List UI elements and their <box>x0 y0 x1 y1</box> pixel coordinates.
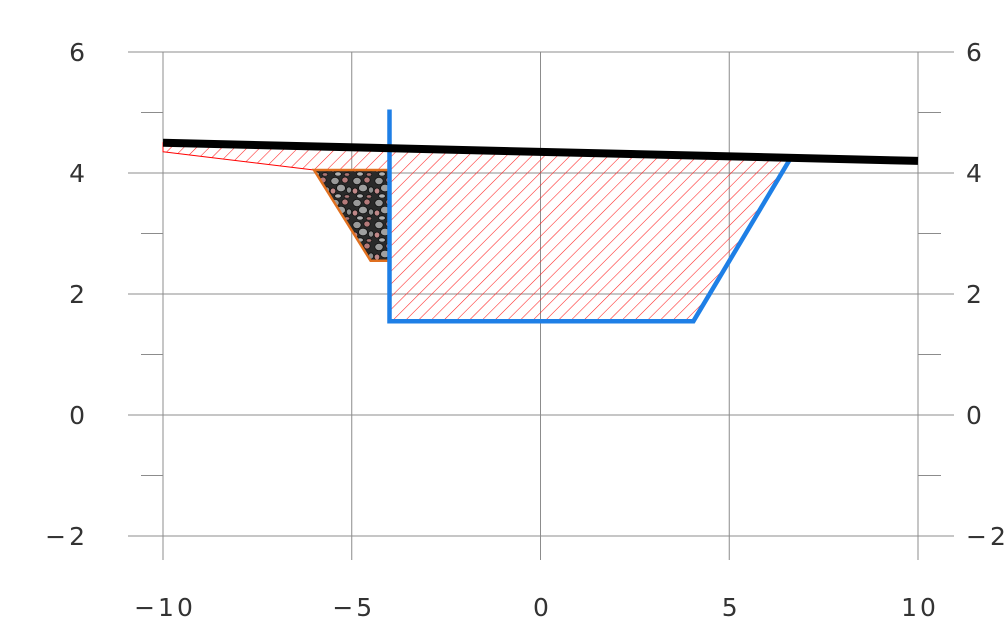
x-tick-label: −10 <box>134 593 196 617</box>
y-tick-label-left: 0 <box>69 401 88 430</box>
x-tick-label: 0 <box>533 593 552 617</box>
x-tick-label: −5 <box>332 593 375 617</box>
y-tick-label-left: 2 <box>69 280 88 309</box>
y-tick-label-left: 4 <box>69 159 88 188</box>
x-tick-label: 5 <box>722 593 741 617</box>
y-tick-label-right: 6 <box>966 38 985 67</box>
y-tick-label-right: −2 <box>966 522 1004 551</box>
y-tick-label-left: −2 <box>45 522 88 551</box>
axis-ticks <box>141 112 941 476</box>
plot-lines <box>162 109 919 324</box>
y-tick-label-right: 4 <box>966 159 985 188</box>
channel-outline-line <box>387 109 792 324</box>
y-tick-label-left: 6 <box>69 38 88 67</box>
tick-labels: −2 −2 0 0 2 2 4 4 6 6 −10 −5 0 5 10 <box>45 38 1004 617</box>
y-tick-label-right: 2 <box>966 280 985 309</box>
ground-surface-line <box>162 138 919 165</box>
y-tick-label-right: 0 <box>966 401 985 430</box>
x-tick-label: 10 <box>901 593 939 617</box>
